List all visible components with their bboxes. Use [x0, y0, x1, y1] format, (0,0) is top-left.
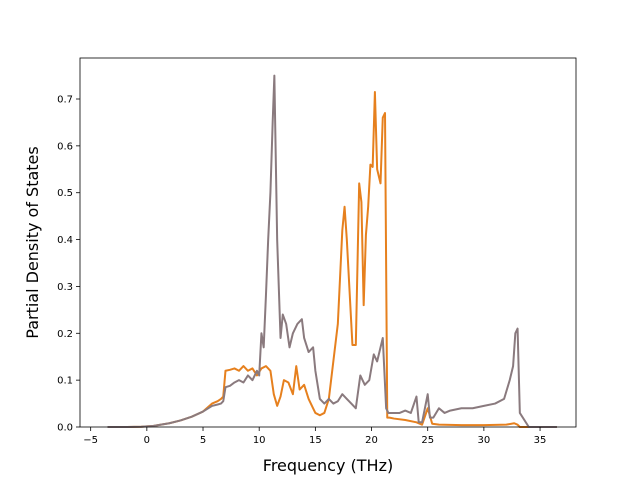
y-tick-label: 0.4 — [57, 235, 73, 246]
y-tick-label: 0.7 — [57, 95, 73, 106]
x-tick-label: 25 — [421, 435, 434, 446]
y-tick-label: 0.1 — [57, 376, 73, 387]
y-axis-ticks: 0.0 0.1 0.2 0.3 0.4 0.5 0.6 0.7 — [57, 95, 80, 434]
series-line-2 — [107, 74, 557, 428]
y-tick-label: 0.0 — [57, 423, 73, 434]
x-tick-label: 15 — [309, 435, 322, 446]
x-tick-label: 30 — [478, 435, 491, 446]
plot-frame — [79, 57, 577, 428]
x-tick-label: 10 — [253, 435, 266, 446]
x-axis-ticks: −5 0 5 10 15 20 25 30 35 — [83, 427, 546, 446]
x-tick-label: 35 — [534, 435, 547, 446]
x-tick-label: −5 — [83, 435, 98, 446]
plot-lines — [107, 74, 557, 428]
y-tick-label: 0.5 — [57, 188, 73, 199]
x-tick-label: 5 — [200, 435, 206, 446]
y-tick-label: 0.3 — [57, 282, 73, 293]
y-tick-label: 0.6 — [57, 141, 73, 152]
x-tick-label: 0 — [144, 435, 150, 446]
y-axis-title: Partial Density of States — [23, 146, 42, 338]
x-axis-title: Frequency (THz) — [263, 456, 393, 475]
series-line-1 — [107, 90, 557, 428]
y-tick-label: 0.2 — [57, 329, 73, 340]
x-tick-label: 20 — [365, 435, 378, 446]
